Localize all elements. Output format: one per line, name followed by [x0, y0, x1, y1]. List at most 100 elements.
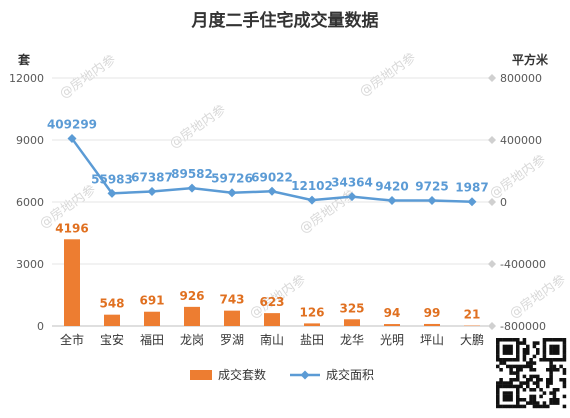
qr-module — [526, 344, 530, 349]
qr-module — [562, 371, 567, 375]
left-axis-ticks: 0 3000 6000 9000 12000 — [9, 72, 44, 333]
qr-module — [499, 368, 503, 372]
qr-module — [502, 391, 507, 395]
qr-module — [549, 371, 553, 375]
qr-module — [516, 351, 520, 355]
qr-module — [509, 378, 513, 382]
bar-罗湖 — [224, 310, 240, 326]
bar-value-label: 126 — [299, 305, 324, 319]
qr-module — [516, 364, 520, 369]
qr-module — [552, 344, 557, 349]
qr-module — [542, 341, 547, 345]
qr-module — [506, 358, 510, 362]
qr-module — [546, 404, 550, 409]
qr-module — [516, 401, 520, 405]
line-value-label: 69022 — [251, 170, 293, 184]
qr-module — [562, 351, 567, 355]
right-tick-marker — [488, 198, 496, 206]
qr-module — [516, 338, 520, 342]
bar-盐田 — [304, 323, 320, 326]
qr-module — [552, 368, 557, 372]
qr-module — [539, 378, 543, 382]
qr-module — [502, 384, 507, 389]
qr-module — [549, 391, 553, 395]
qr-module — [559, 358, 563, 362]
qr-module — [549, 401, 553, 405]
line-value-label: 34364 — [331, 176, 373, 190]
qr-module — [522, 364, 527, 369]
qr-module — [496, 391, 500, 395]
qr-module — [549, 364, 553, 369]
legend-marker-line — [300, 370, 310, 380]
qr-module — [516, 391, 520, 395]
qr-module — [562, 338, 567, 342]
qr-module — [562, 358, 567, 362]
qr-module — [549, 358, 553, 362]
qr-module — [519, 398, 523, 402]
qr-module — [509, 394, 513, 399]
qr-module — [546, 358, 550, 362]
legend-label-bar: 成交套数 — [218, 367, 266, 382]
right-tick-label: -800000 — [500, 320, 546, 333]
qr-module — [509, 351, 513, 355]
line-point-福田 — [147, 187, 157, 197]
qr-module — [499, 381, 503, 385]
qr-module — [529, 398, 533, 402]
bar-value-label: 691 — [139, 294, 164, 308]
qr-module — [549, 381, 553, 385]
qr-module — [556, 344, 560, 349]
bar-value-label: 548 — [99, 297, 124, 311]
qr-module — [542, 344, 547, 349]
qr-module — [522, 381, 527, 385]
category-labels: 全市 宝安 福田 龙岗 罗湖 南山 盐田 龙华 光明 坪山 大鹏 — [60, 332, 484, 347]
line-value-label: 89582 — [171, 167, 213, 181]
right-axis-unit: 平方米 — [512, 52, 549, 67]
qr-module — [532, 394, 537, 399]
qr-module — [552, 348, 557, 352]
left-tick-label: 6000 — [16, 196, 44, 209]
qr-module — [556, 398, 560, 402]
line-point-龙岗 — [187, 183, 197, 193]
qr-module — [552, 338, 557, 342]
category-label: 南山 — [260, 332, 284, 347]
qr-module — [509, 381, 513, 385]
qr-module — [502, 394, 507, 399]
qr-module — [562, 381, 567, 385]
qr-module — [542, 338, 547, 342]
qr-module — [539, 358, 543, 362]
qr-module — [529, 358, 533, 362]
qr-module — [529, 364, 533, 369]
qr-module — [529, 368, 533, 372]
qr-module — [506, 384, 510, 389]
qr-module — [516, 348, 520, 352]
qr-module — [496, 348, 500, 352]
qr-module — [516, 394, 520, 399]
bar-value-label: 99 — [424, 306, 441, 320]
qr-module — [549, 368, 553, 372]
qr-module — [496, 404, 500, 409]
bar-龙华 — [344, 319, 360, 326]
qr-module — [526, 401, 530, 405]
qr-module — [549, 378, 553, 382]
qr-module — [562, 394, 567, 399]
qr-module — [506, 404, 510, 409]
qr-module — [549, 348, 553, 352]
qr-module — [552, 394, 557, 399]
left-axis-unit: 套 — [17, 52, 31, 67]
qr-module — [562, 354, 567, 359]
qr-module — [499, 358, 503, 362]
qr-module — [522, 341, 527, 345]
qr-module — [522, 404, 527, 409]
qr-module — [506, 391, 510, 395]
qr-module — [556, 338, 560, 342]
qr-module — [552, 398, 557, 402]
qr-module — [556, 401, 560, 405]
qr-module — [512, 404, 517, 409]
qr-module — [556, 348, 560, 352]
qr-module — [506, 394, 510, 399]
qr-module — [536, 378, 540, 382]
qr-module — [522, 338, 527, 342]
qr-module — [526, 348, 530, 352]
bar-value-label: 21 — [464, 308, 481, 322]
